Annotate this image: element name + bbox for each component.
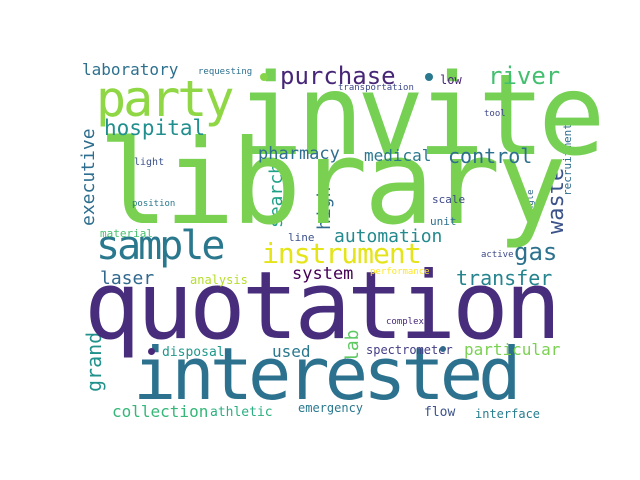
word-emergency: emergency [298, 401, 364, 415]
dot-3 [148, 348, 155, 355]
word-executive: executive [78, 128, 99, 226]
word-collection: collection [112, 402, 209, 421]
word-spectrometer: spectrometer [366, 343, 453, 357]
word-material: material [100, 227, 153, 240]
word-purchase: purchase [280, 62, 396, 90]
word-control: control [448, 144, 533, 168]
word-automation: automation [334, 226, 443, 247]
word-invite: invite [236, 51, 606, 181]
word-instrument: instrument [262, 237, 422, 270]
word-laser: laser [100, 268, 155, 289]
word-interested: interested [133, 332, 521, 416]
dot-1 [260, 73, 268, 81]
word-particular: particular [464, 340, 561, 359]
word-unit: unit [430, 215, 457, 228]
word-scale: scale [432, 193, 466, 206]
word-transportation: transportation [338, 83, 414, 93]
word-gas: gas [514, 238, 558, 266]
word-river: river [488, 62, 561, 90]
word-low: low [440, 73, 462, 87]
word-complex: complex [386, 317, 424, 327]
word-transfer: transfer [456, 266, 553, 290]
word-tool: tool [484, 109, 506, 119]
word-library: library [98, 114, 567, 251]
word-quotation: quotation [84, 252, 561, 361]
word-athletic: athletic [210, 405, 273, 420]
dot-2 [425, 73, 433, 81]
word-laboratory: laboratory [82, 60, 179, 79]
word-pharmacy: pharmacy [258, 144, 340, 164]
word-active: active [481, 250, 514, 260]
word-analysis: analysis [190, 273, 248, 287]
word-used: used [272, 342, 311, 361]
word-position: position [132, 199, 176, 209]
word-party: party [96, 70, 235, 128]
word-flow: flow [424, 405, 456, 420]
dot-4 [440, 346, 446, 352]
word-interface: interface [475, 407, 541, 421]
word-hospital: hospital [104, 116, 206, 140]
word-medical: medical [364, 146, 432, 165]
word-light: light [134, 157, 165, 168]
word-sample: sample [96, 223, 225, 269]
word-line: line [288, 231, 315, 244]
word-system: system [292, 264, 354, 284]
word-performance: performance [370, 267, 430, 277]
word-requesting: requesting [198, 67, 253, 77]
word-disposal: disposal [162, 345, 225, 360]
